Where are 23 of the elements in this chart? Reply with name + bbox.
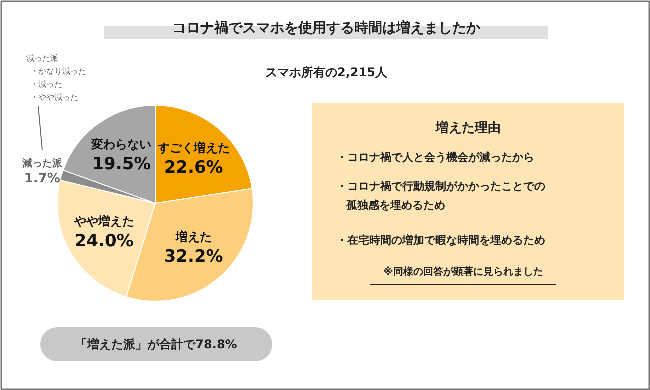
text: 減った派: [26, 54, 58, 63]
data-label: 22.6%: [164, 158, 224, 178]
text: ・かなり減った: [30, 67, 86, 76]
data-label: 19.5%: [92, 154, 152, 174]
text: ・やや減った: [30, 93, 78, 102]
text: ・コロナ禍で行動規制がかかったことでの: [336, 180, 546, 193]
slice-label: やや増えた: [73, 214, 134, 228]
text: ・在宅時間の増加で暇な時間を埋めるため: [336, 234, 546, 247]
slice-label: 増えた: [174, 230, 212, 244]
text: ・減った: [30, 80, 62, 89]
text: ・コロナ禍で人と会う機会が減ったから: [336, 151, 534, 164]
text: 孤独感を埋めるため: [346, 199, 446, 212]
text: 「増えた派」が合計で78.8%: [76, 338, 238, 352]
data-label: 32.2%: [164, 247, 224, 268]
text: ※同様の回答が顕著に見られました: [384, 266, 544, 278]
text: スマホ所有の2,215人: [266, 66, 388, 80]
slice-label: すごく増えた: [156, 140, 230, 155]
slice-label: 変わらない: [90, 137, 152, 152]
data-label: 24.0%: [74, 231, 134, 252]
slice-label: 減った派: [21, 157, 64, 170]
text: コロナ禍でスマホを使用する時間は増えましたか: [172, 20, 482, 36]
data-label: 1.7%: [24, 171, 60, 186]
text: 増えた理由: [435, 120, 501, 136]
